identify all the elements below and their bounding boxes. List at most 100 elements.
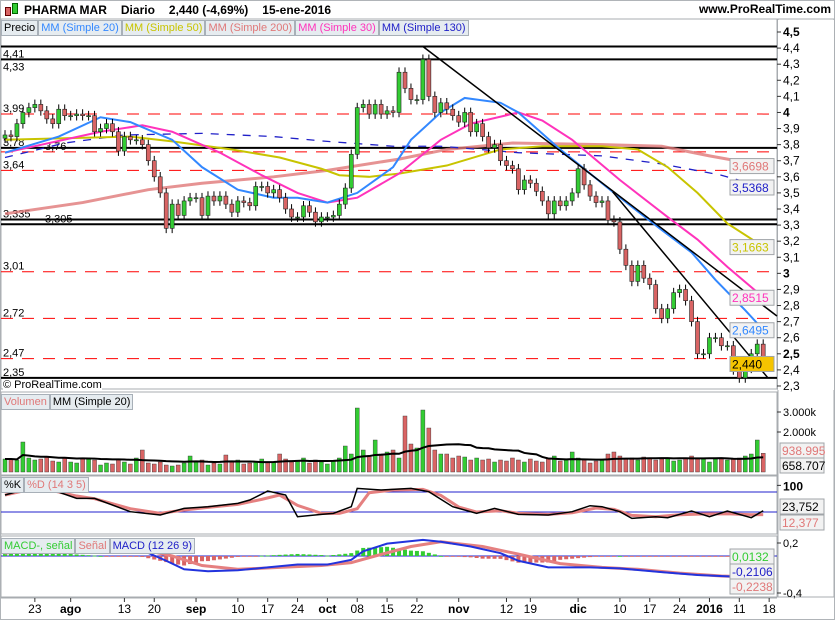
value-box-label: 12,377 [782,516,819,530]
candle [122,131,127,156]
candle [235,196,241,218]
candle [295,212,300,222]
price-tick-label: 4,2 [783,73,800,87]
x-tick-label: sep [186,602,207,616]
macd-histogram-bar [641,556,646,557]
candle-body [450,108,456,116]
candle-body [92,115,97,133]
legend-item[interactable]: Señal [75,538,110,554]
volume-legend: Volumen MM (Simple 20) [1,394,134,410]
legend-item[interactable]: Volumen [1,394,50,410]
candle [337,199,342,221]
macd-histogram-bar [205,556,210,562]
candle [641,260,647,284]
candle-body [719,337,724,347]
value-box-frame [779,457,825,474]
level-label: 2,72 [3,307,24,319]
legend-item[interactable]: %D (14 3 5) [24,477,89,493]
candle-body [510,165,515,170]
price-tick-label: 3,3 [783,218,800,232]
value-box: -0,2106 [729,563,775,580]
legend-item[interactable]: MM (Simple 20) [49,394,134,410]
candle [719,332,724,351]
legend-item[interactable]: MM (Simple 30) [295,20,379,36]
candle [199,192,205,221]
legend-item[interactable]: MACD-, señal [1,538,76,554]
legend-item[interactable]: %K [1,477,25,493]
volume-bar [158,461,163,473]
last-price: 2,440 (-4,69%) [168,3,249,17]
candle [289,204,294,222]
volume-bar [737,457,742,473]
volume-bar [384,451,390,473]
macd-histogram-bar [522,556,527,563]
volume-bar [241,463,247,473]
candle-body [50,118,56,125]
legend-item[interactable]: MM (Simple 50) [121,20,206,36]
candle [98,123,103,137]
candle [426,54,432,102]
volume-bar [408,443,414,473]
candle [157,171,163,198]
candle-body [193,197,199,200]
macd-histogram-bar [283,554,288,556]
volume-bar [671,460,676,473]
candle [348,149,354,193]
macd-histogram-bar [659,556,664,557]
candle [468,107,473,137]
legend-item[interactable]: MM (Simple 20) [38,20,122,36]
macd-histogram-bar [683,556,688,557]
macd-histogram-bar [516,556,521,563]
volume-bar [50,460,55,473]
volume-bar [116,458,121,473]
macd-histogram-bar [397,548,402,556]
macd-histogram-bar [247,556,252,557]
macd-histogram-bar [600,556,604,557]
candle-body [444,102,450,110]
candle [438,97,444,118]
site-link[interactable]: www.ProRealTime.com [698,2,831,16]
candle [534,178,539,197]
price-tick-label: 2,3 [783,379,800,393]
candle-body [563,200,569,207]
value-box: 2,6495 [729,322,775,339]
volume-bar [581,459,587,473]
price-tick-label: 2,4 [783,363,800,377]
legend-item[interactable]: MACD (12 26 9) [109,538,196,554]
x-tick-label: nov [448,602,470,616]
macd-histogram-bar [56,553,61,556]
candle-body [492,144,497,149]
candle-body [689,300,694,322]
candle [557,196,563,211]
volume-bar [450,457,455,473]
volume-bar [683,457,688,473]
macd-histogram-bar [611,556,616,557]
legend-item[interactable]: MM (Simple 130) [378,20,469,36]
volume-bar [68,461,73,473]
volume-bar [534,460,539,473]
macd-histogram-bar [480,556,485,559]
candle [217,191,223,206]
legend-item[interactable]: Precio [1,20,39,36]
candle [408,83,414,105]
volume-bar [74,462,79,473]
price-tick-label: 2,6 [783,331,800,345]
candle [104,118,109,134]
macd-histogram-bar [719,556,724,557]
macd-histogram-bar [570,556,575,559]
macd-histogram-bar [301,554,306,556]
candle [140,134,145,150]
macd-histogram-bar [80,554,85,556]
volume-bar [563,459,569,473]
candle [384,106,390,119]
candle-body [80,113,85,116]
macd-histogram-bar [647,556,652,557]
volume-bar [707,461,712,473]
candle-body [474,123,479,133]
volume-bar [181,462,187,473]
macd-histogram-bar [86,555,91,557]
legend-item[interactable]: MM (Simple 200) [205,20,296,36]
candle-body [86,115,91,117]
candle-body [372,104,378,115]
